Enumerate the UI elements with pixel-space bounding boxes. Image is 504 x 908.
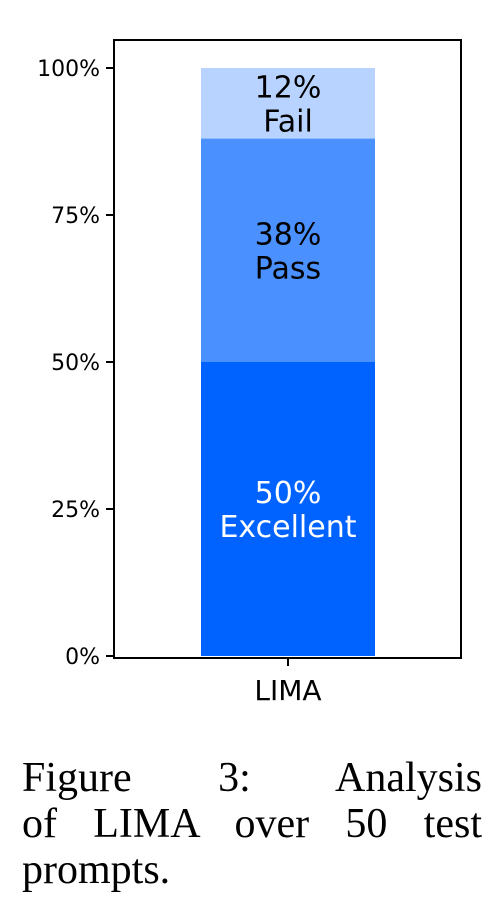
x-axis-ticks: LIMA xyxy=(254,658,322,707)
y-axis-ticks: 0% 25% 50% 75% 100% xyxy=(37,57,114,670)
bar-segment-fail xyxy=(201,68,375,139)
y-tick-label: 50% xyxy=(51,351,100,376)
bar-value-label-excellent: 50% xyxy=(255,476,322,511)
bar-series-label-pass: Pass xyxy=(255,251,321,286)
bar-series-label-fail: Fail xyxy=(263,104,313,139)
x-category-label: LIMA xyxy=(254,674,321,707)
y-tick-label: 100% xyxy=(37,57,100,82)
caption-line-1: Figure 3: Analysis xyxy=(22,755,482,801)
y-tick-label: 75% xyxy=(51,204,100,229)
bar-group xyxy=(201,68,375,656)
bar-series-label-excellent: Excellent xyxy=(219,510,356,545)
bar-segment-excellent xyxy=(201,362,375,656)
y-tick-label: 0% xyxy=(65,645,100,670)
bar-value-label-pass: 38% xyxy=(255,217,322,252)
caption-line-2: of LIMA over 50 test xyxy=(22,801,482,847)
bar-label-group: 50%Excellent 38%Pass 12%Fail xyxy=(219,70,356,545)
bar-segment-pass xyxy=(201,138,375,362)
caption-line-3: prompts. xyxy=(22,847,171,893)
bar-value-label-fail: 12% xyxy=(255,70,322,105)
y-tick-label: 25% xyxy=(51,498,100,523)
figure-caption: Figure 3: Analysis of LIMA over 50 test … xyxy=(22,755,482,893)
